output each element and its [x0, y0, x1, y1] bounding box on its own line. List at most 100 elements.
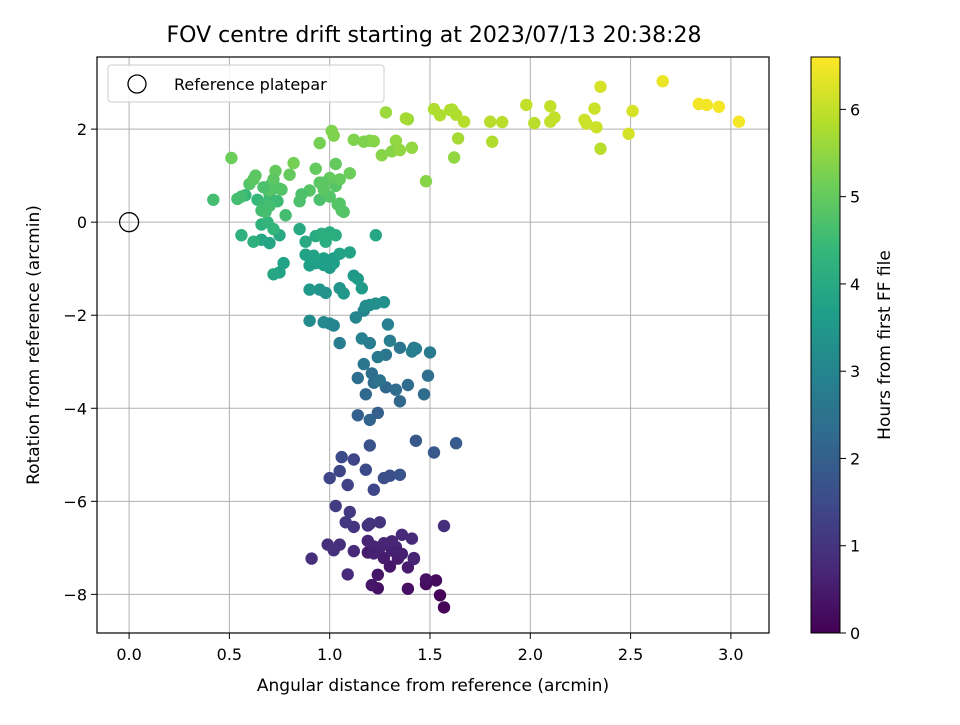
legend-label: Reference platepar: [174, 75, 327, 94]
scatter-point: [433, 109, 447, 122]
scatter-point: [712, 100, 726, 114]
scatter-point: [303, 314, 316, 327]
x-axis-ticks: 0.0 0.5 1.0 1.5 2.0 2.5 3.0: [116, 633, 744, 664]
scatter-point: [373, 516, 386, 529]
scatter-point: [359, 463, 372, 476]
scatter-point: [207, 193, 220, 206]
scatter-point: [303, 283, 316, 296]
scatter-point: [329, 499, 342, 513]
scatter-point: [486, 135, 499, 148]
scatter-point: [327, 256, 340, 270]
colorbar-tick-label: 1: [850, 537, 860, 556]
scatter-point: [341, 478, 354, 492]
scatter-point: [423, 346, 437, 359]
scatter-point: [327, 544, 340, 557]
scatter-point: [329, 157, 342, 171]
scatter-point: [377, 551, 391, 565]
scatter-point: [656, 75, 669, 88]
scatter-point: [409, 434, 423, 447]
data-points: [207, 75, 746, 614]
x-axis-label: Angular distance from reference (arcmin): [257, 676, 609, 696]
scatter-point: [405, 532, 419, 545]
colorbar-tick-label: 0: [850, 624, 860, 643]
scatter-point: [351, 371, 364, 385]
scatter-point: [333, 173, 346, 186]
scatter-point: [544, 100, 557, 113]
plot-frame: [96, 56, 770, 634]
scatter-point: [317, 316, 330, 329]
x-tick-label: 2.0: [518, 645, 543, 664]
colorbar-tick-label: 6: [850, 100, 860, 119]
scatter-point: [371, 406, 384, 420]
scatter-point: [313, 193, 326, 206]
scatter-point: [594, 80, 607, 94]
y-tick-label: −6: [63, 492, 87, 511]
scatter-point: [333, 247, 346, 260]
scatter-point: [341, 568, 354, 581]
scatter-point: [401, 582, 415, 595]
scatter-point: [732, 115, 746, 128]
scatter-point: [626, 104, 639, 118]
scatter-point: [275, 183, 288, 196]
scatter-point: [247, 235, 260, 248]
scatter-point: [437, 519, 451, 533]
scatter-point: [496, 115, 509, 129]
scatter-point: [433, 589, 447, 602]
legend-marker: [127, 74, 147, 94]
scatter-point: [381, 318, 395, 331]
scatter-point: [385, 535, 399, 548]
reference-point: [118, 212, 140, 233]
scatter-point: [365, 367, 378, 380]
colorbar-tick-label: 4: [850, 275, 860, 294]
scatter-point: [359, 299, 372, 313]
scatter-point: [343, 246, 356, 259]
x-tick-label: 0.5: [217, 645, 242, 664]
scatter-point: [267, 222, 280, 236]
scatter-point: [369, 229, 382, 242]
chart-title: FOV centre drift starting at 2023/07/13 …: [167, 23, 702, 48]
scatter-point: [313, 283, 326, 296]
scatter-point: [544, 115, 557, 128]
scatter-point: [399, 112, 413, 125]
scatter-point: [279, 209, 292, 222]
scatter-point: [383, 469, 397, 482]
scatter-point: [287, 156, 300, 170]
scatter-point: [419, 175, 433, 188]
scatter-point: [347, 544, 360, 558]
scatter-point: [327, 319, 340, 332]
scatter-point: [309, 162, 322, 175]
scatter-point: [409, 342, 423, 355]
scatter-point: [335, 204, 348, 217]
scatter-point: [389, 545, 403, 558]
scatter-point: [622, 127, 635, 140]
scatter-point: [407, 552, 421, 566]
y-tick-label: −2: [63, 306, 87, 325]
y-tick-label: −8: [63, 585, 87, 604]
x-tick-label: 1.0: [317, 645, 342, 664]
y-tick-label: 2: [77, 120, 87, 139]
scatter-point: [427, 446, 441, 459]
scatter-point: [351, 272, 364, 286]
scatter-point: [700, 98, 713, 112]
scatter-point: [299, 235, 312, 248]
scatter-point: [347, 133, 360, 146]
scatter-point: [393, 468, 407, 481]
y-axis-label: Rotation from reference (arcmin): [24, 205, 44, 485]
y-tick-label: 0: [77, 213, 87, 232]
scatter-point: [449, 108, 463, 121]
colorbar-ticks: 0 1 2 3 4 5 6: [840, 100, 860, 643]
scatter-point: [347, 453, 360, 466]
scatter-point: [588, 102, 601, 115]
scatter-point: [351, 409, 364, 422]
scatter-point: [333, 336, 346, 350]
scatter-point: [389, 134, 403, 147]
scatter-point: [383, 334, 397, 347]
scatter-point: [337, 287, 350, 300]
colorbar-tick-label: 5: [850, 188, 860, 207]
scatter-point: [357, 357, 370, 371]
scatter-point: [359, 388, 372, 401]
grid-lines: [97, 57, 769, 633]
scatter-point: [367, 547, 380, 560]
scatter-point: [520, 98, 533, 112]
